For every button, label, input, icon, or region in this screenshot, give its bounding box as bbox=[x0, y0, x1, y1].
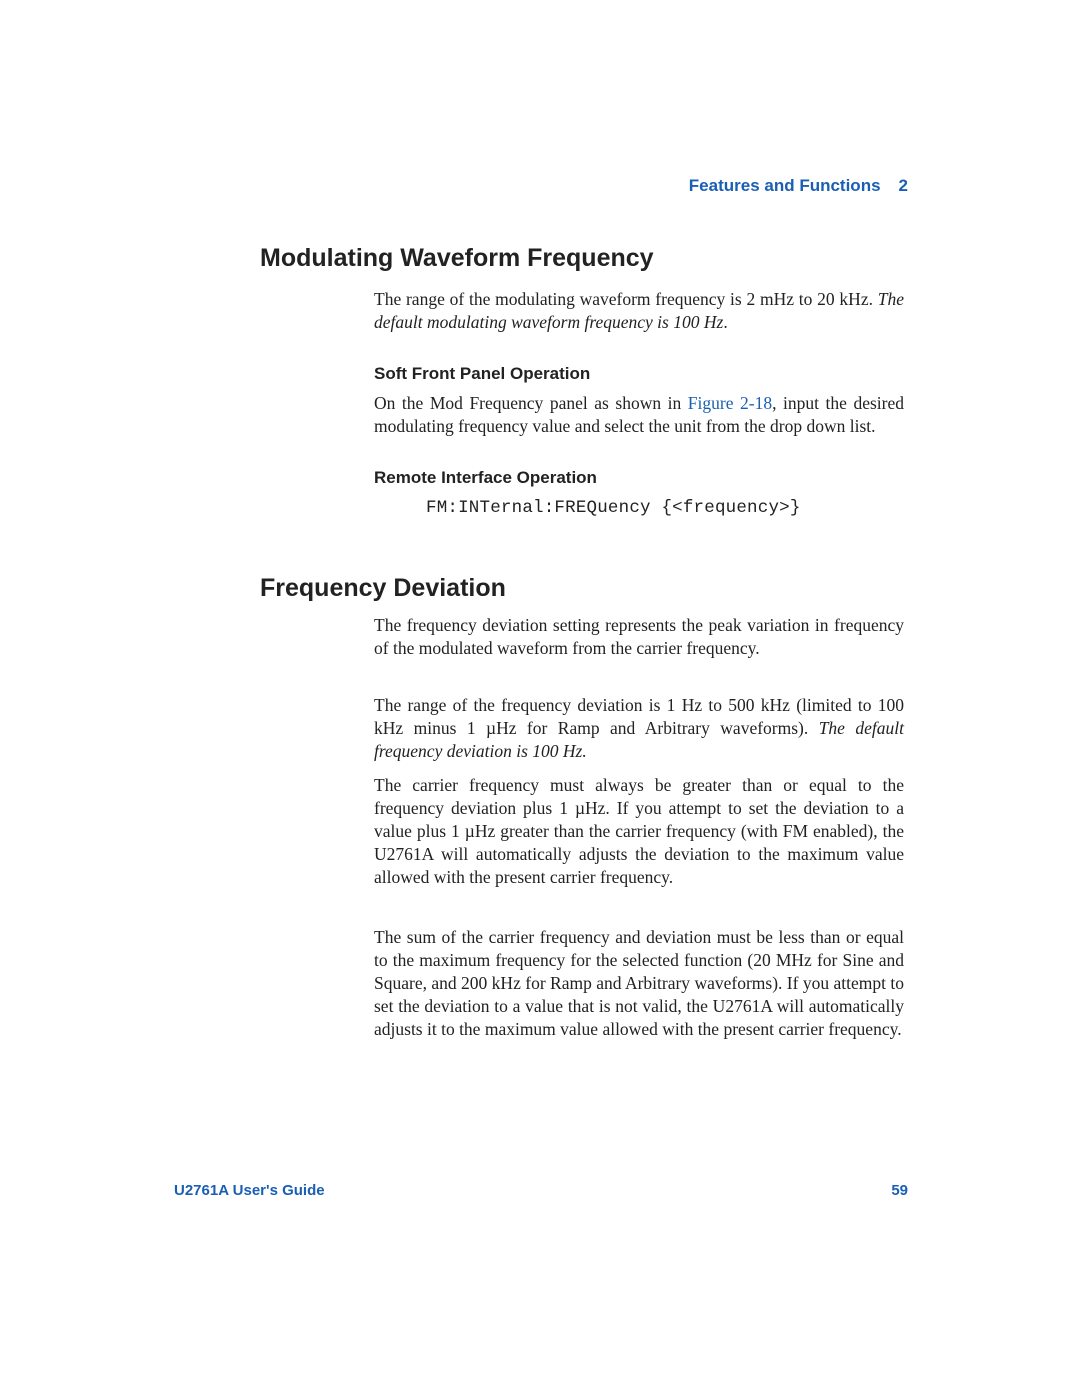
section1-intro: The range of the modulating waveform fre… bbox=[374, 288, 904, 334]
section2-p1: The frequency deviation setting represen… bbox=[374, 614, 904, 660]
section2-p2: The range of the frequency deviation is … bbox=[374, 694, 904, 763]
section1-intro-pre: The range of the modulating waveform fre… bbox=[374, 289, 878, 309]
section-heading-frequency-deviation: Frequency Deviation bbox=[260, 574, 506, 603]
page-header: Features and Functions 2 bbox=[689, 176, 908, 196]
section1-sub1-body: On the Mod Frequency panel as shown in F… bbox=[374, 392, 904, 438]
subheading-remote-interface: Remote Interface Operation bbox=[374, 468, 597, 488]
page: Features and Functions 2 Modulating Wavef… bbox=[0, 0, 1080, 1397]
section1-intro-post: . bbox=[723, 312, 727, 332]
header-section-title: Features and Functions bbox=[689, 176, 881, 195]
subheading-soft-front-panel: Soft Front Panel Operation bbox=[374, 364, 590, 384]
section2-p4: The sum of the carrier frequency and dev… bbox=[374, 926, 904, 1041]
section2-p3: The carrier frequency must always be gre… bbox=[374, 774, 904, 889]
footer-page-number: 59 bbox=[891, 1182, 908, 1199]
header-chapter-number: 2 bbox=[899, 176, 908, 195]
section1-sub1-pre: On the Mod Frequency panel as shown in bbox=[374, 393, 688, 413]
footer-guide-title: U2761A User's Guide bbox=[174, 1182, 325, 1199]
figure-link[interactable]: Figure 2-18 bbox=[688, 393, 772, 413]
section-heading-modulating: Modulating Waveform Frequency bbox=[260, 244, 654, 273]
code-command: FM:INTernal:FREQuency {<frequency>} bbox=[426, 498, 801, 518]
